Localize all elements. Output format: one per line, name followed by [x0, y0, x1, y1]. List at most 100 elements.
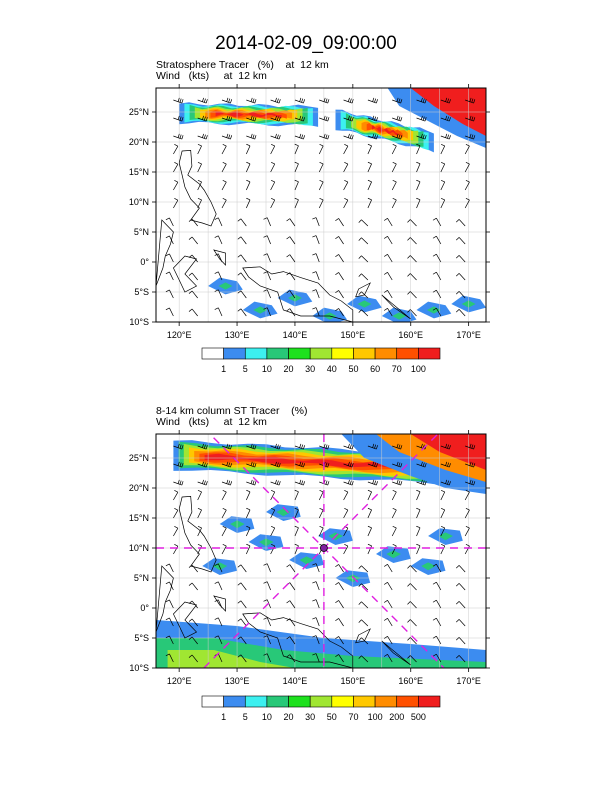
wind-barb-flag: [312, 653, 317, 656]
wind-barb-flag: [188, 236, 193, 240]
wind-barb-flag: [327, 463, 330, 468]
wind-barb: [410, 565, 417, 573]
wind-barb: [458, 601, 466, 609]
wind-barb-flag: [383, 654, 388, 657]
wind-barb: [367, 181, 372, 191]
wind-barb-flag: [325, 444, 328, 449]
wind-barb-flag: [250, 461, 253, 466]
wind-barb: [367, 481, 377, 486]
wind-barb-flag: [179, 444, 182, 449]
wind-barb-flag: [252, 98, 255, 103]
tracer-south-core-5: [392, 312, 407, 320]
wind-barb: [436, 254, 442, 263]
wind-barb-flag: [319, 143, 324, 147]
wind-barb: [440, 527, 446, 537]
wind-barb: [289, 272, 296, 281]
wind-barb-flag: [473, 99, 476, 104]
wind-barb-flag: [174, 525, 179, 529]
wind-barb: [289, 254, 296, 263]
wind-barb-flag: [407, 309, 411, 313]
wind-barb-flag: [440, 489, 445, 493]
wind-barb-flag: [197, 161, 202, 165]
wind-barb: [387, 236, 393, 245]
wind-barb-flag: [455, 255, 460, 259]
wind-barb: [221, 481, 231, 486]
colorbar-swatch: [201, 695, 224, 708]
wind-barb-flag: [432, 581, 437, 585]
wind-barb: [343, 491, 349, 501]
wind-barb-flag: [349, 480, 352, 485]
wind-barb-flag: [274, 97, 277, 102]
wind-barb-flag: [432, 253, 437, 257]
chart2-plot: 120°E 130°E 140°E 150°E 160°E 170°E25°N20°N15…: [129, 430, 490, 722]
wind-barb-flag: [197, 525, 202, 529]
wind-barb: [440, 135, 450, 140]
wind-barb-flag: [347, 133, 350, 138]
wind-barb: [270, 117, 280, 122]
wind-barb: [361, 655, 369, 663]
wind-barb-flag: [447, 444, 450, 449]
wind-barb: [246, 117, 255, 122]
wind-barb-flag: [416, 525, 421, 529]
wind-barb-flag: [274, 133, 277, 138]
wind-barb: [315, 289, 320, 299]
wind-barb-flag: [177, 133, 180, 138]
wind-barb: [387, 600, 393, 609]
wind-barb-flag: [165, 581, 170, 585]
wind-barb: [294, 491, 299, 501]
wind-barb-flag: [407, 565, 411, 569]
wind-barb-flag: [398, 462, 401, 467]
wind-barb: [169, 599, 174, 609]
wind-barb-flag: [230, 135, 233, 140]
wind-barb: [289, 308, 296, 317]
wind-barb-flag: [448, 445, 451, 450]
wind-barb: [387, 290, 393, 299]
wind-barb-flag: [312, 289, 317, 292]
wind-barb-flag: [335, 618, 339, 622]
wind-barb: [294, 199, 299, 209]
wind-barb-flag: [445, 461, 448, 466]
wind-barb-flag: [392, 161, 397, 165]
wind-barb: [217, 253, 223, 263]
wind-barb-flag: [222, 525, 227, 529]
wind-barb-flag: [344, 179, 349, 183]
colorbar-swatch: [223, 347, 246, 360]
wind-barb: [440, 463, 450, 468]
wind-barb-flag: [226, 443, 229, 448]
wind-barb-flag: [473, 135, 476, 140]
wind-barb: [173, 463, 182, 468]
wind-barb-flag: [420, 97, 423, 102]
colorbar-swatch: [288, 347, 311, 360]
wind-barb-flag: [303, 117, 305, 122]
wind-barb: [240, 564, 247, 573]
wind-barb: [315, 307, 320, 317]
wind-barb: [343, 199, 349, 209]
wind-barb-flag: [174, 507, 179, 511]
wind-barb: [240, 636, 247, 645]
wind-barb: [266, 653, 271, 663]
wind-barb-flag: [392, 543, 397, 547]
wind-barb: [387, 254, 393, 263]
wind-barb-flag: [349, 134, 352, 139]
wind-barb: [458, 565, 466, 573]
wind-barb: [270, 199, 276, 209]
wind-barb: [270, 527, 276, 537]
wind-barb-flag: [471, 134, 474, 139]
wind-barb: [458, 637, 466, 645]
wind-barb-flag: [465, 197, 470, 201]
wind-barb-flag: [349, 98, 352, 103]
wind-barb: [392, 99, 401, 104]
wind-barb-flag: [312, 635, 317, 638]
wind-barb-flag: [226, 133, 229, 138]
wind-barb-flag: [188, 618, 193, 622]
wind-barb-flag: [469, 443, 472, 448]
wind-barb: [169, 253, 174, 263]
wind-barb-flag: [250, 479, 253, 484]
wind-barb-flag: [263, 217, 268, 220]
wind-barb-flag: [455, 219, 460, 223]
wind-barb-flag: [303, 481, 305, 486]
wind-barb: [289, 236, 296, 245]
coastline: [381, 294, 411, 320]
wind-barb-flag: [473, 445, 476, 450]
wind-barb-flag: [440, 507, 445, 511]
